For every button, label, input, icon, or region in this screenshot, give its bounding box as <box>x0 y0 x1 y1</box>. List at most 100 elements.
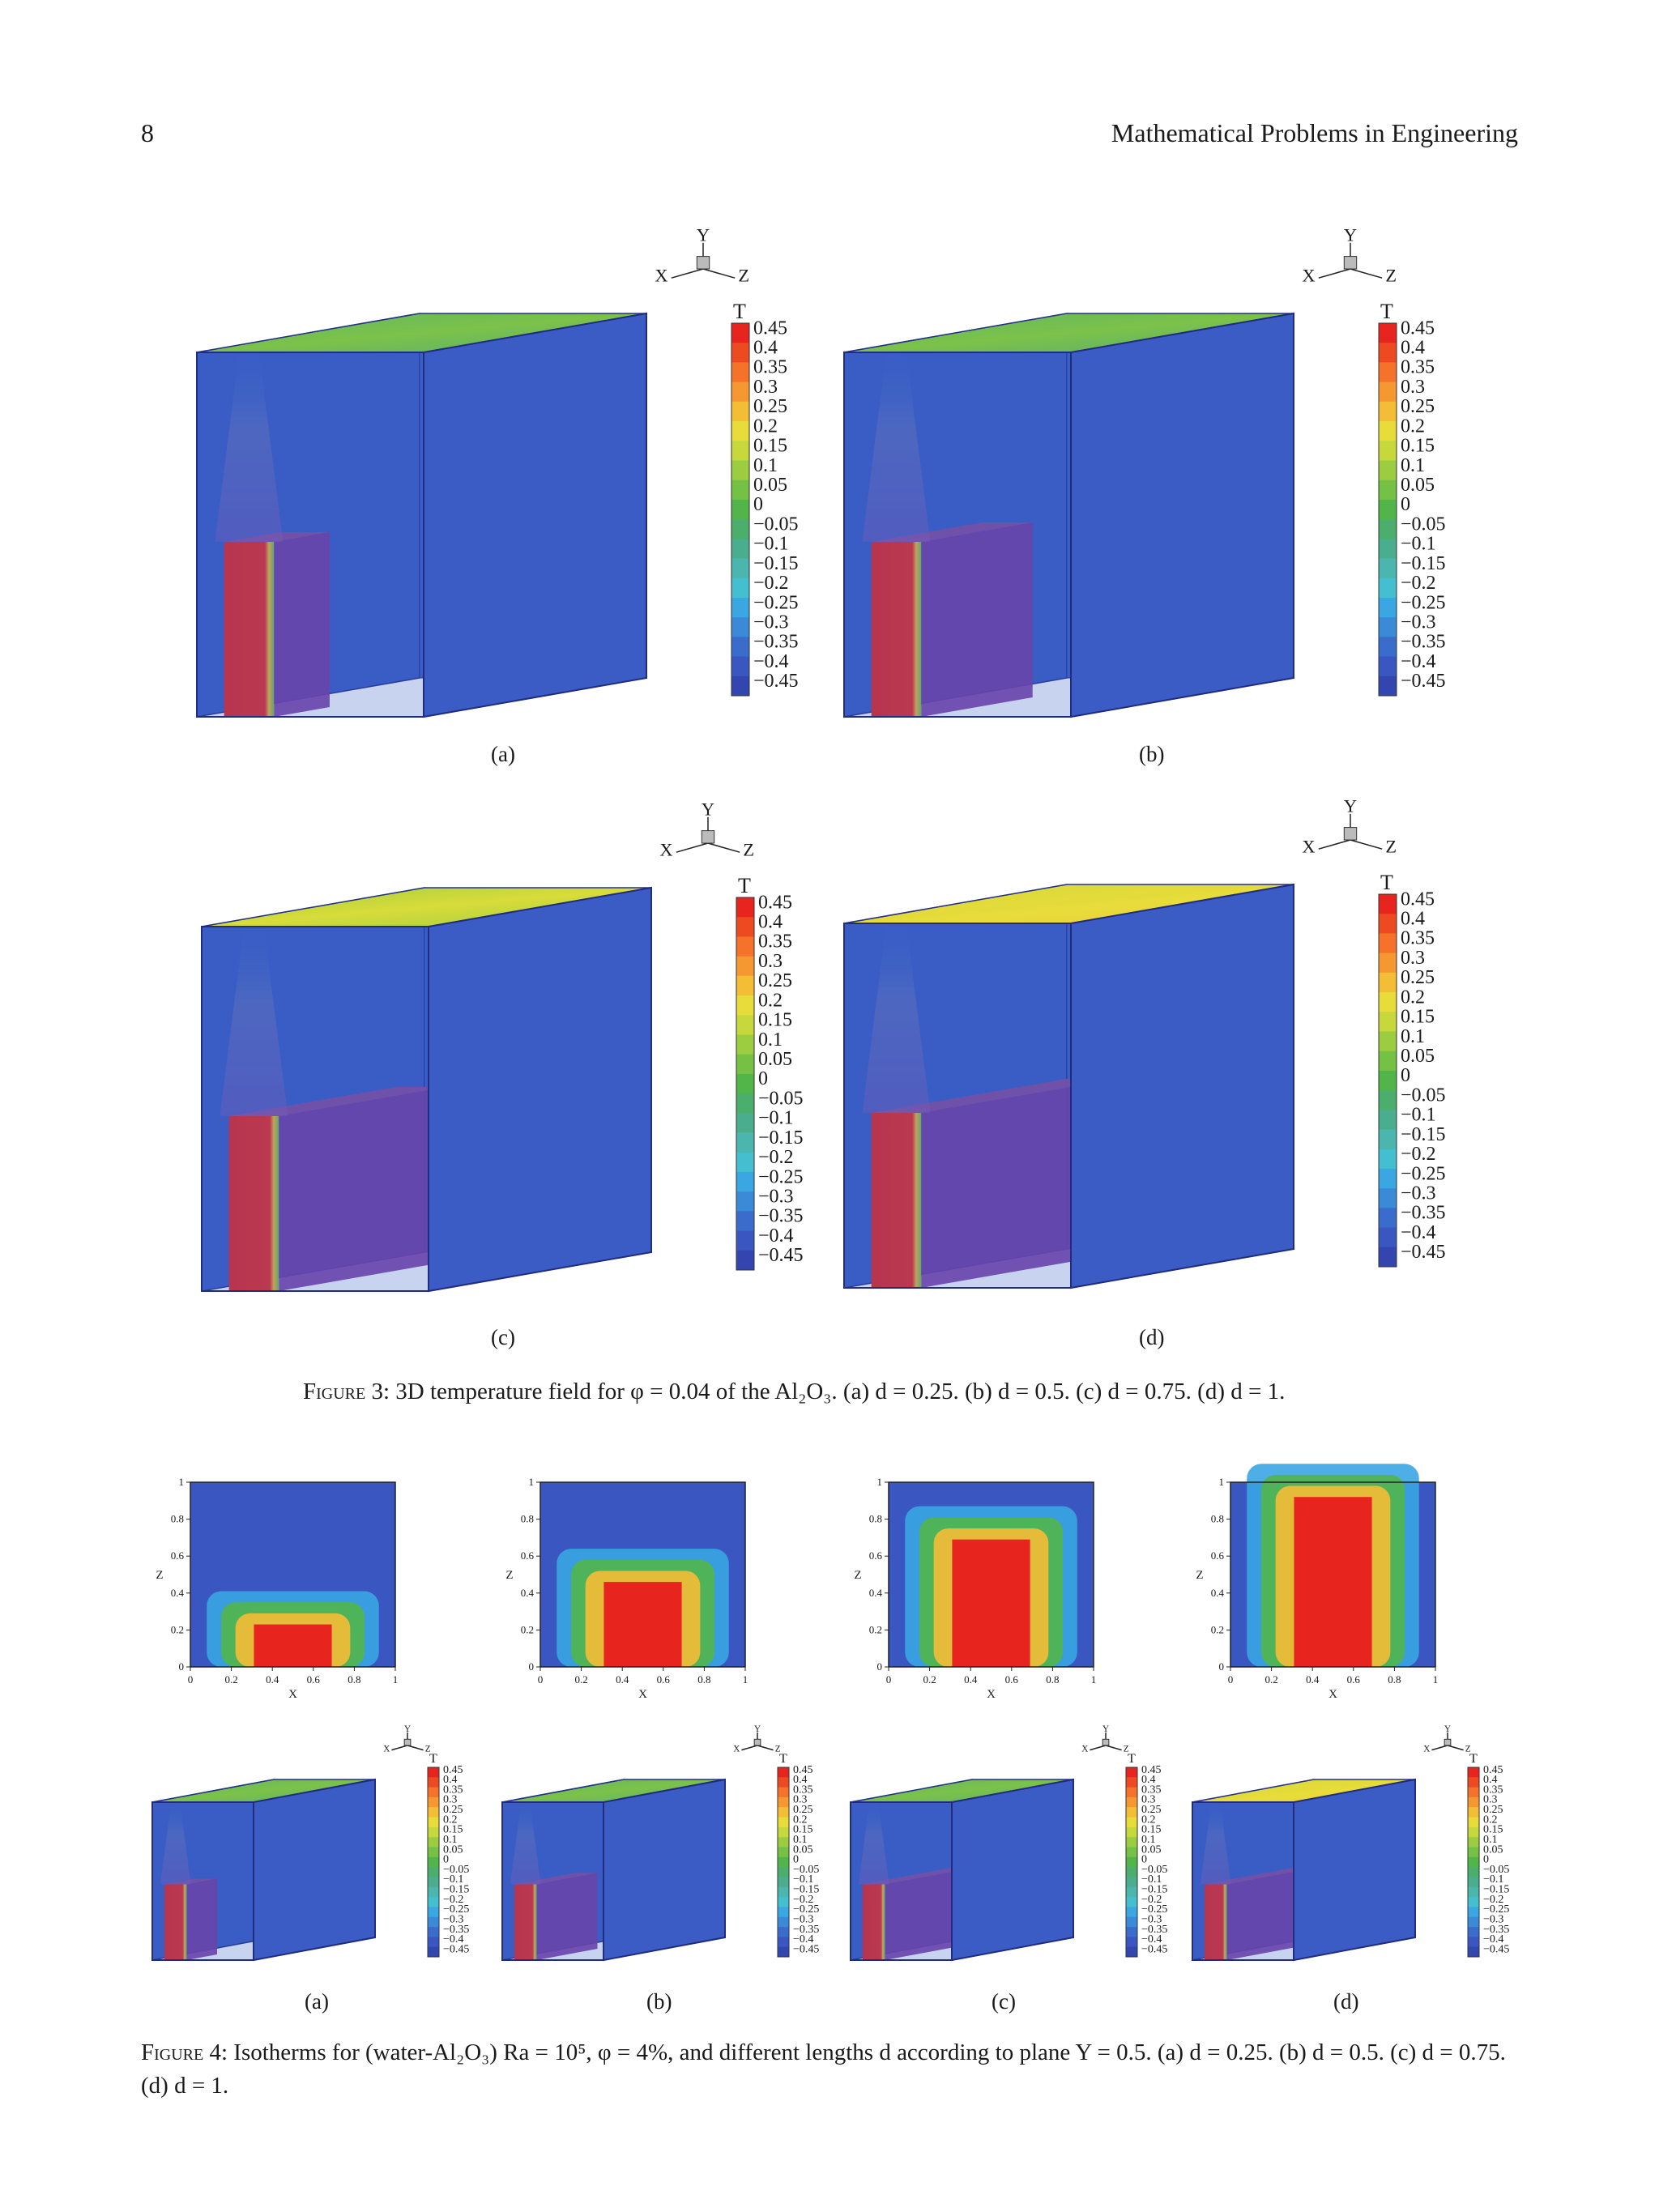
fig3-panel-c-colorbar-swatch <box>736 936 754 957</box>
fig3-panel-b-colorbar-swatch <box>1379 362 1397 383</box>
fig4-panel-d-colorbar-tick: 0.15 <box>1483 1824 1503 1836</box>
fig3-panel-d-colorbar-swatch <box>1379 972 1397 993</box>
fig3-panel-b-triad-cube <box>1343 256 1358 270</box>
fig3-panel-c-thermal-plume <box>220 927 288 1116</box>
fig4-panel-c-triad-x-axis <box>1090 1745 1107 1751</box>
fig4-panel-c-colorbar-tick: −0.1 <box>1141 1873 1162 1886</box>
fig3-panel-d-colorbar-tick: 0.2 <box>1401 987 1425 1008</box>
fig3-panel-d-colorbar-tick: 0.25 <box>1401 967 1435 988</box>
fig4-panel-b-colorbar-tick: −0.4 <box>793 1933 813 1946</box>
fig3-panel-c-colorbar-tick: −0.15 <box>758 1127 804 1149</box>
fig3-panel-d-colorbar-swatch <box>1379 1247 1397 1268</box>
fig4-panel-d-ytick-label: 0.2 <box>1211 1623 1224 1635</box>
fig4-panel-a-colorbar-swatch <box>428 1856 439 1868</box>
fig3-panel-b-thermal-plume <box>862 352 931 542</box>
fig4-panel-a-colorbar-tick: −0.25 <box>443 1903 469 1916</box>
fig4-panel-b-xtick-label: 1 <box>743 1673 748 1686</box>
fig4-panel-d-cube-hot-block <box>1205 1884 1227 1960</box>
fig3-panel-d-colorbar-tick: −0.4 <box>1401 1222 1436 1243</box>
fig3-panel-c-colorbar-swatch <box>736 1250 754 1271</box>
fig3-panel-d-triad-z-label: Z <box>1385 836 1397 856</box>
fig4-panel-d-triad-z-label: Z <box>1465 1745 1471 1754</box>
fig3-panel-c-triad-cube <box>701 830 715 844</box>
fig4-panel-d-ytick-label: 1 <box>1219 1476 1225 1488</box>
fig3-panel-a-colorbar-swatch <box>731 401 749 422</box>
fig4-panel-b-colorbar-swatch <box>778 1856 789 1868</box>
fig3-panel-a-triad-y-label: Y <box>697 225 710 245</box>
fig4-panel-c-ytick-label: 1 <box>877 1476 883 1488</box>
fig3-panel-d-colorbar-tick: −0.05 <box>1401 1085 1446 1106</box>
fig4-panel-b-colorbar-tick: −0.25 <box>793 1903 819 1916</box>
fig4-panel-a-colorbar-swatch <box>428 1847 439 1858</box>
fig4-panel-a-ytick-label: 0.4 <box>171 1587 185 1599</box>
fig4-panel-d-colorbar-swatch <box>1468 1907 1479 1918</box>
fig3-panel-a-front-face <box>196 352 424 718</box>
fig4-panel-b-xtick-label: 0.6 <box>657 1673 671 1686</box>
fig3-panel-a-colorbar-tick: 0.25 <box>753 396 787 417</box>
fig3-panel-d-triad-x-label: X <box>1302 836 1315 856</box>
fig4-panel-a-triad-y-label: Y <box>404 1724 411 1734</box>
fig4-label-b: (b) <box>646 1989 672 2014</box>
fig3-panel-a-colorbar-tick: −0.2 <box>753 573 789 594</box>
fig3-panel-a-colorbar-swatch <box>731 676 749 697</box>
fig4-panel-a-cube-front-face <box>151 1801 254 1961</box>
fig3-panel-c-colorbar-swatch <box>736 995 754 1016</box>
fig4-panel-c-colorbar-tick: 0.15 <box>1141 1824 1162 1836</box>
fig3-panel-c-colorbar-tick: −0.1 <box>758 1108 794 1129</box>
fig3-panel-d-thermal-plume <box>862 923 931 1113</box>
fig4-panel-c-colorbar-swatch <box>1126 1897 1137 1907</box>
fig4-panel-a-cube-right-face <box>253 1778 376 1962</box>
fig3-panel-a-colorbar-tick: 0.15 <box>753 436 787 457</box>
fig4-panel-a-colorbar-swatch <box>428 1837 439 1848</box>
fig4-panel-c-triad-z-label: Z <box>1124 1745 1129 1754</box>
fig4-panel-b-triad-y-label: Y <box>754 1724 761 1734</box>
fig4-panel-b-colorbar-swatch <box>778 1907 789 1918</box>
fig4-panel-d-colorbar-swatch <box>1468 1777 1479 1788</box>
fig4-panel-d-xtick-label: 0.4 <box>1306 1673 1320 1686</box>
fig4-panel-a-colorbar-swatch <box>428 1787 439 1798</box>
fig4-panel-d-colorbar-swatch <box>1468 1877 1479 1888</box>
fig4-panel-a-colorbar-tick: 0.15 <box>443 1824 463 1836</box>
fig4-panel-b-colorbar-tick: 0.4 <box>793 1774 808 1786</box>
fig3-panel-a-colorbar-swatch <box>731 441 749 461</box>
fig4-panel-a-colorbar-title: T <box>429 1752 437 1766</box>
fig4-panel-c-colorbar-tick: −0.25 <box>1141 1903 1167 1916</box>
fig3-panel-a-triad-x-axis <box>671 268 704 279</box>
fig4-label-a: (a) <box>305 1989 329 2014</box>
fig3-panel-a-colorbar-tick: −0.35 <box>753 632 799 653</box>
fig4-panel-c-colorbar-tick: 0.45 <box>1141 1764 1162 1776</box>
fig4-panel-b-cube-thermal-plume <box>510 1802 541 1885</box>
fig4-panel-b-colorbar-swatch <box>778 1867 789 1877</box>
fig3-panel-c-colorbar-swatch <box>736 1054 754 1075</box>
fig3-panel-a-colorbar-swatch <box>731 460 749 481</box>
fig3-panel-c-colorbar-tick: −0.3 <box>758 1186 794 1207</box>
fig4-panel-a-colorbar-swatch <box>428 1886 439 1898</box>
fig4-panel-d-colorbar-tick: 0.2 <box>1483 1813 1498 1826</box>
fig4-panel-b-colorbar-tick: −0.05 <box>793 1864 819 1876</box>
fig4-panel-c-colorbar-swatch <box>1126 1796 1137 1808</box>
fig4-panel-a-colorbar-tick: 0.25 <box>443 1804 463 1816</box>
fig4-panel-c-colorbar-tick: 0.35 <box>1141 1784 1162 1796</box>
fig3-panel-b-colorbar-tick: 0 <box>1401 494 1410 515</box>
fig4-panel-a-ytick-label: 0.8 <box>171 1513 184 1525</box>
fig3-label-d: (d) <box>1139 1325 1165 1349</box>
fig4-panel-c-colorbar-swatch <box>1126 1946 1137 1958</box>
fig3-panel-a-colorbar-swatch <box>731 656 749 677</box>
fig3-panel-c-colorbar-tick: 0.25 <box>758 970 792 991</box>
fig4-panel-d-colorbar-swatch <box>1468 1937 1479 1948</box>
fig3-panel-b-colorbar-swatch <box>1379 617 1397 637</box>
fig4-panel-b-colorbar-title: T <box>779 1752 787 1766</box>
fig3-panel-c-colorbar-tick: −0.4 <box>758 1225 794 1247</box>
fig4-panel-d-colorbar-tick: −0.1 <box>1483 1873 1503 1886</box>
figure-4: 0 0.2 0.4 0.6 0.8 100.20.40.60.81XZT0.450.40.… <box>151 1464 1509 1962</box>
fig4-panel-a-ytick-label: 0 <box>179 1660 185 1673</box>
fig4-panel-d-colorbar-swatch <box>1468 1897 1479 1907</box>
fig3-panel-a-colorbar-swatch <box>731 343 749 363</box>
fig3-panel-b-colorbar-tick: −0.25 <box>1401 592 1446 613</box>
fig4-panel-b-colorbar-swatch <box>778 1787 789 1798</box>
fig4-panel-a-colorbar-swatch <box>428 1907 439 1918</box>
fig4-panel-b-colorbar-tick: 0.1 <box>793 1834 808 1846</box>
fig4-panel-a-ytick-label: 1 <box>179 1476 185 1488</box>
fig3-panel-b-right-face <box>1070 312 1294 718</box>
fig3-panel-b-hot-block <box>871 542 922 717</box>
